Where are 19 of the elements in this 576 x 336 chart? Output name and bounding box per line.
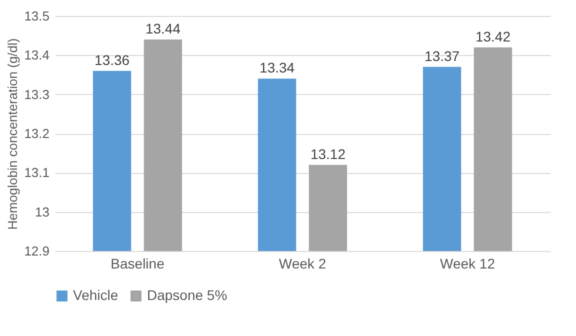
- data-label: 13.37: [424, 48, 460, 64]
- legend-label: Vehicle: [73, 287, 118, 303]
- y-axis-title: Hemoglobin concenteration (g/dl): [5, 38, 20, 230]
- y-tick-label: 13.1: [24, 165, 50, 180]
- data-label: 13.44: [145, 20, 181, 36]
- legend-label: Dapsone 5%: [147, 287, 228, 303]
- y-tick-label: 13.3: [24, 86, 50, 102]
- y-tick-label: 13: [35, 204, 50, 220]
- y-tick-label: 13.5: [24, 8, 50, 24]
- data-label: 13.12: [310, 146, 346, 162]
- y-tick-label: 12.9: [24, 244, 50, 258]
- x-tick-label: Week 12: [440, 256, 496, 272]
- data-label: 13.36: [94, 52, 130, 68]
- x-tick-label: Week 2: [278, 256, 326, 272]
- y-tick-label: 13.4: [24, 48, 50, 63]
- x-tick-label: Baseline: [110, 256, 165, 272]
- y-tick-label: 13.2: [24, 126, 50, 141]
- data-label: 13.42: [475, 28, 511, 44]
- data-label: 13.34: [260, 60, 295, 76]
